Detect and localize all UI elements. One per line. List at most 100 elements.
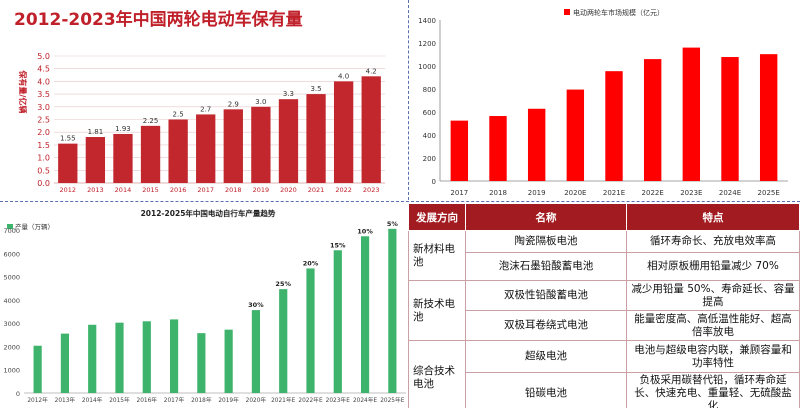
y-tick-label: 800 — [423, 86, 436, 94]
bar — [113, 133, 133, 183]
y-tick-label: 4000 — [3, 297, 20, 305]
y-tick-label: 1200 — [418, 40, 436, 48]
bar — [279, 289, 288, 393]
bar — [251, 106, 271, 183]
x-tick-label: 2020年 — [246, 396, 267, 404]
x-tick-label: 2014年 — [82, 396, 103, 404]
growth-label: 20% — [303, 259, 319, 267]
table-cell-feature: 电池与超级电容内联，兼顾容量和功率特性 — [626, 340, 800, 373]
data-label: 3.5 — [310, 85, 321, 93]
horizontal-divider — [0, 201, 800, 202]
y-tick-label: 600 — [423, 109, 436, 117]
chart-market-panel: 电动两轮车市场规模（亿元） 0 200 400 600 800 1000 1200 1400 2… — [410, 0, 800, 200]
y-tick-label: 3000 — [3, 320, 20, 328]
bar — [169, 319, 179, 393]
data-label: 3.3 — [283, 90, 294, 98]
chart-production-legend: 产量（万辆） — [15, 222, 54, 231]
growth-label: 15% — [330, 241, 346, 249]
x-tick-label: 2017 — [197, 186, 214, 194]
bar — [278, 99, 299, 183]
x-tick-label: 2021 — [308, 186, 325, 194]
table-cell-name: 泡沫石墨铅酸蓄电池 — [465, 252, 627, 281]
x-tick-label: 2022 — [335, 186, 352, 194]
y-tick-label: 2.5 — [37, 116, 50, 125]
bar — [388, 228, 397, 393]
table-row: 新材料电池 陶瓷隔板电池 循环寿命长、充放电效率高 — [408, 230, 800, 281]
table-row: 双极耳卷绕式电池 能量密度高、高低温性能好、超高倍率放电 — [409, 310, 800, 341]
chart-market-legend-swatch — [564, 9, 570, 15]
y-tick-label: 0.0 — [37, 179, 50, 188]
bar — [450, 120, 469, 181]
bar — [251, 310, 261, 393]
growth-label: 10% — [357, 227, 373, 235]
bar — [60, 333, 70, 393]
x-tick-label: 2014 — [115, 186, 132, 194]
x-tick-label: 2018年 — [191, 396, 212, 404]
bar — [759, 54, 778, 181]
chart-market-svg: 电动两轮车市场规模（亿元） 0 200 400 600 800 1000 1200 1400 2… — [418, 8, 788, 197]
table-cell-name: 超级电池 — [465, 340, 627, 373]
bar — [85, 137, 106, 183]
x-tick-label: 2019 — [528, 189, 546, 197]
table-cell-name: 铅碳电池 — [465, 372, 627, 408]
y-tick-label: 7000 — [3, 227, 20, 235]
data-label: 2.9 — [228, 100, 239, 108]
x-tick-label: 2018 — [489, 189, 507, 197]
growth-label: 25% — [275, 280, 291, 288]
x-tick-label: 2020E — [564, 189, 586, 197]
growth-label: 5% — [387, 220, 399, 228]
x-tick-label: 2022E — [642, 189, 664, 197]
y-tick-label: 1000 — [3, 367, 20, 375]
table-header-name: 名称 — [465, 203, 627, 231]
y-tick-label: 0.5 — [37, 166, 50, 175]
x-tick-label: 2017 — [450, 189, 468, 197]
x-tick-label: 2012年 — [27, 396, 48, 404]
x-tick-label: 2023E — [680, 189, 702, 197]
x-tick-label: 2024E — [719, 189, 741, 197]
y-tick-label: 5000 — [3, 274, 20, 282]
x-tick-label: 2021E — [603, 189, 625, 197]
table-cell-feature: 循环寿命长、充放电效率高 — [626, 230, 800, 253]
x-tick-label: 2012 — [60, 186, 77, 194]
table-cell-direction: 综合技术电池 — [408, 340, 466, 408]
y-tick-label: 5.0 — [37, 52, 50, 61]
data-label: 2.25 — [143, 117, 159, 125]
y-tick-label: 3.5 — [37, 90, 50, 99]
x-tick-label: 2025年E — [380, 396, 405, 404]
bar — [333, 250, 342, 393]
battery-table-panel: 发展方向 名称 特点 新材料电池 陶瓷隔板电池 循环寿命长、充放电效率高 泡沫石… — [408, 203, 800, 408]
x-tick-label: 2016 — [170, 186, 187, 194]
x-tick-label: 2019 — [253, 186, 270, 194]
x-tick-label: 2023 — [363, 186, 380, 194]
bar — [361, 76, 381, 183]
data-label: 1.81 — [88, 128, 104, 136]
bar — [115, 322, 124, 393]
data-label: 2.7 — [200, 105, 211, 113]
bar — [360, 236, 370, 393]
table-cell-direction: 新材料电池 — [408, 230, 466, 281]
y-tick-label: 0 — [432, 178, 436, 186]
y-tick-label: 4.0 — [37, 77, 50, 86]
x-tick-label: 2022年E — [298, 396, 323, 404]
y-tick-label: 200 — [423, 155, 436, 163]
y-tick-label: 2000 — [3, 343, 20, 351]
chart-ownership-title: 2012-2023年中国两轮电动车保有量 — [14, 9, 303, 30]
bar — [88, 324, 97, 393]
bar — [566, 89, 585, 181]
y-tick-label: 0 — [16, 390, 20, 398]
data-label: 1.93 — [115, 125, 131, 133]
x-tick-label: 2013 — [87, 186, 104, 194]
y-tick-label: 1000 — [418, 63, 436, 71]
battery-table: 发展方向 名称 特点 新材料电池 陶瓷隔板电池 循环寿命长、充放电效率高 泡沫石… — [408, 203, 800, 408]
bar — [333, 81, 354, 183]
bar — [605, 71, 623, 181]
x-tick-label: 2020 — [280, 186, 297, 194]
bar — [140, 125, 161, 183]
bar — [142, 321, 151, 393]
y-tick-label: 6000 — [3, 250, 20, 258]
x-tick-label: 2023年E — [326, 396, 351, 404]
bar — [306, 268, 315, 393]
table-header-direction: 发展方向 — [408, 203, 466, 231]
x-tick-label: 2025E — [758, 189, 780, 197]
y-tick-label: 1.0 — [37, 154, 50, 163]
